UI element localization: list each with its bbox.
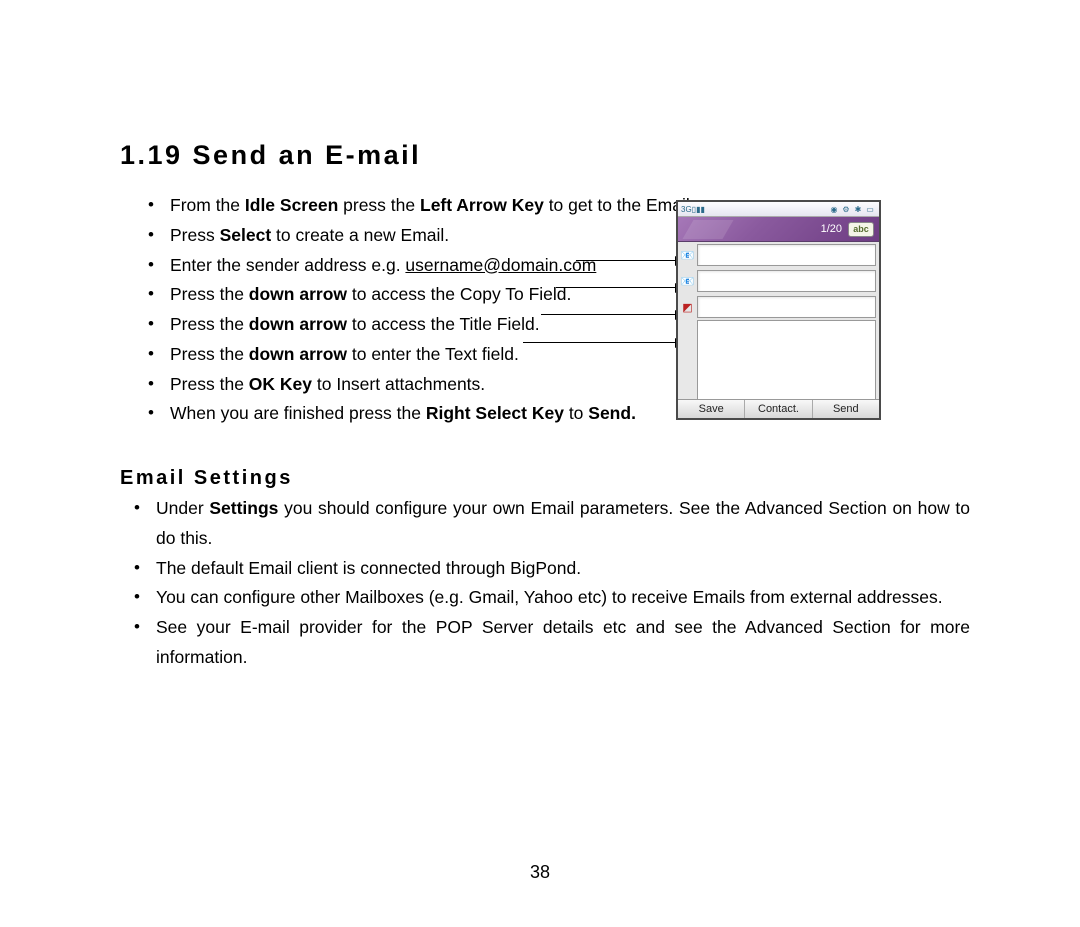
- softkey-bar: Save Contact. Send: [678, 399, 879, 418]
- text: Under: [156, 498, 209, 518]
- text: Press the: [170, 314, 249, 334]
- char-counter: 1/20: [821, 223, 842, 235]
- text: Press the: [170, 344, 249, 364]
- to-icon: 📧: [678, 242, 697, 268]
- text: press the: [338, 195, 420, 215]
- cc-icon: 📧: [678, 268, 697, 294]
- status-icon: ⚙: [840, 205, 852, 214]
- list-item: Under Settings you should configure your…: [134, 494, 970, 554]
- softkey-send[interactable]: Send: [813, 400, 879, 418]
- text-bold: Select: [220, 225, 272, 245]
- phone-screenshot: 3G▯▮▮ ◉ ⚙ ✱ ▭ 1/20 abc 📧 📧 ◩ Save Contac…: [676, 200, 881, 420]
- text-bold: Right Select Key: [426, 403, 564, 423]
- list-item: The default Email client is connected th…: [134, 554, 970, 584]
- text: Enter the sender address e.g.: [170, 255, 405, 275]
- text-bold: Idle Screen: [245, 195, 338, 215]
- text: to Insert attachments.: [312, 374, 485, 394]
- text-bold: down arrow: [249, 344, 347, 364]
- callout-arrow: [523, 342, 683, 343]
- text: When you are finished press the: [170, 403, 426, 423]
- title-input[interactable]: [697, 296, 876, 318]
- status-icon: ◉: [828, 205, 840, 214]
- callout-arrow: [576, 260, 683, 261]
- title-field-row: ◩: [678, 294, 879, 320]
- section-heading: 1.19 Send an E-mail: [120, 140, 970, 171]
- text: to access the Copy To Field.: [347, 284, 571, 304]
- list-item: See your E-mail provider for the POP Ser…: [134, 613, 970, 673]
- signal-icon: 3G▯▮▮: [681, 205, 693, 214]
- text: Press: [170, 225, 220, 245]
- text-bold: down arrow: [249, 314, 347, 334]
- to-field-row: 📧: [678, 242, 879, 268]
- email-settings-heading: Email Settings: [120, 467, 970, 490]
- cc-input[interactable]: [697, 270, 876, 292]
- page-number: 38: [0, 862, 1080, 883]
- email-example-link: username@domain.com: [405, 255, 596, 275]
- text-bold: OK Key: [249, 374, 312, 394]
- softkey-save[interactable]: Save: [678, 400, 745, 418]
- text: to create a new Email.: [271, 225, 449, 245]
- to-input[interactable]: [697, 244, 876, 266]
- cc-field-row: 📧: [678, 268, 879, 294]
- text-bold: down arrow: [249, 284, 347, 304]
- text: Press the: [170, 374, 249, 394]
- callout-arrow: [541, 314, 683, 315]
- softkey-contact[interactable]: Contact.: [745, 400, 812, 418]
- text: to access the Title Field.: [347, 314, 540, 334]
- text: Press the: [170, 284, 249, 304]
- input-mode-indicator: abc: [848, 222, 874, 237]
- body-input[interactable]: [697, 320, 876, 400]
- text: you should configure your own Email para…: [156, 498, 970, 548]
- text-bold: Settings: [209, 498, 278, 518]
- text: to enter the Text field.: [347, 344, 519, 364]
- text: to: [564, 403, 588, 423]
- status-icon: ✱: [852, 205, 864, 214]
- callout-arrow: [556, 287, 683, 288]
- settings-list: Under Settings you should configure your…: [120, 494, 970, 673]
- text-bold: Send.: [588, 403, 636, 423]
- phone-title-bar: 1/20 abc: [678, 217, 879, 242]
- list-item: You can configure other Mailboxes (e.g. …: [134, 583, 970, 613]
- text-bold: Left Arrow Key: [420, 195, 544, 215]
- battery-icon: ▭: [864, 205, 876, 214]
- phone-status-bar: 3G▯▮▮ ◉ ⚙ ✱ ▭: [678, 202, 879, 217]
- title-icon: ◩: [678, 294, 697, 320]
- text: From the: [170, 195, 245, 215]
